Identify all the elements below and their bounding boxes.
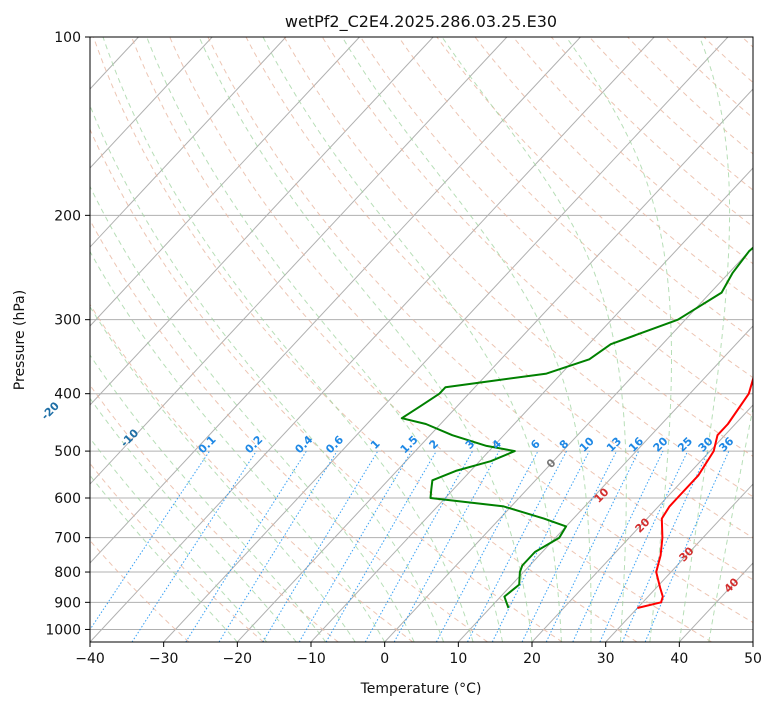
y-tick-label: 500: [54, 444, 81, 460]
x-tick-label: 40: [670, 651, 688, 667]
x-tick-label: 0: [380, 651, 389, 667]
y-tick-label: 200: [54, 208, 81, 224]
chart-title: wetPf2_C2E4.2025.286.03.25.E30: [285, 12, 557, 32]
x-tick-label: −20: [223, 651, 253, 667]
y-axis-label: Pressure (hPa): [12, 290, 28, 390]
y-tick-label: 800: [54, 565, 81, 581]
x-tick-label: 20: [523, 651, 541, 667]
y-tick-label: 600: [54, 491, 81, 507]
x-tick-label: 50: [744, 651, 762, 667]
y-tick-label: 1000: [45, 622, 81, 638]
y-tick-label: 400: [54, 387, 81, 403]
y-tick-label: 900: [54, 595, 81, 611]
x-axis-label: Temperature (°C): [360, 681, 482, 697]
isotherm-line: [0, 37, 65, 642]
x-tick-label: −10: [296, 651, 326, 667]
isotherm-line: [753, 37, 775, 642]
x-tick-label: −30: [149, 651, 179, 667]
x-tick-label: −40: [75, 651, 105, 667]
y-tick-label: 300: [54, 313, 81, 329]
plot-background: [90, 37, 753, 642]
y-tick-label: 700: [54, 531, 81, 547]
x-tick-label: 10: [449, 651, 467, 667]
x-tick-label: 30: [597, 651, 615, 667]
y-tick-label: 100: [54, 30, 81, 46]
